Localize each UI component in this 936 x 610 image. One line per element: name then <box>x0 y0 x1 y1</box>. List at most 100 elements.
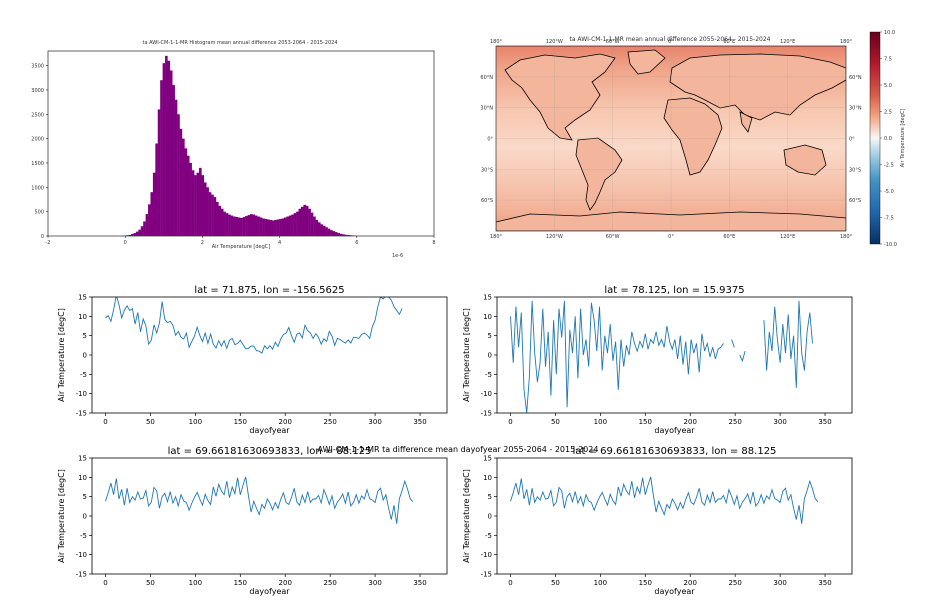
y-tick-label: 0 <box>488 352 492 360</box>
y-tick-label: -5 <box>485 371 492 379</box>
histogram-bar <box>211 194 214 236</box>
x-tick-label: 300 <box>368 418 381 426</box>
histogram-bar <box>334 232 338 236</box>
x-tick-label: 150 <box>234 579 247 587</box>
panel-title: lat = 69.66181630693833, lon = 88.125 <box>573 446 777 457</box>
map-lon-label-top: 60°E <box>723 39 735 45</box>
colorbar-tick-label: 2.5 <box>884 110 892 116</box>
histogram-bar <box>208 192 212 236</box>
histogram-x-tick-label: 0 <box>124 240 127 246</box>
histogram-bar <box>230 215 234 236</box>
y-tick-label: -15 <box>76 571 87 579</box>
histogram-title: ta AWI-CM-1-1-MR Histogram mean annual d… <box>142 40 337 46</box>
x-tick-label: 200 <box>279 579 292 587</box>
histogram-bar <box>133 233 137 236</box>
histogram-bar <box>288 215 292 236</box>
map-lat-label-left: 30°S <box>481 167 493 173</box>
map-colorbar-ticks: 10.0 7.5 5.0 2.5 0.0 -2.5 -5.0 -7.5 -10.0 <box>880 30 897 248</box>
histogram-bar <box>213 197 217 236</box>
india-outline <box>739 111 753 133</box>
map-lat-ticks-right: 60°N 30°N 0° 30°S 60°S <box>849 75 862 204</box>
map-lat-label-right: 0° <box>849 137 855 143</box>
temperature-series-line <box>510 476 819 524</box>
y-tick-label: -15 <box>481 571 492 579</box>
x-tick-label: 150 <box>639 579 652 587</box>
histogram-bar <box>291 214 294 236</box>
histogram-bar <box>325 227 328 236</box>
map-lat-label-right: 60°N <box>849 75 862 81</box>
y-tick-label: 15 <box>483 294 492 302</box>
colorbar-tick-label: -7.5 <box>884 216 894 222</box>
histogram-bar <box>279 218 282 236</box>
histogram-bar <box>179 128 183 236</box>
histogram-bar <box>157 109 161 236</box>
histogram-bar <box>237 217 241 236</box>
map-lat-label-left: 60°S <box>481 198 493 204</box>
histogram-x-tick-label: -2 <box>46 240 51 246</box>
y-tick-label: -10 <box>76 390 87 398</box>
map-lon-label-top: 120°E <box>780 39 795 45</box>
histogram-xlabel: Air Temperature [degC] <box>212 244 271 250</box>
y-tick-label: 15 <box>78 294 87 302</box>
map-lon-label-bottom: 0° <box>668 234 674 240</box>
histogram-y-tick-label: 500 <box>34 210 44 216</box>
histogram-bar <box>140 226 144 236</box>
y-axis-label: Air Temperature [degC] <box>462 308 471 402</box>
histogram-bar <box>317 222 321 236</box>
histogram-bar <box>155 143 158 236</box>
y-tick-label: 0 <box>83 513 87 521</box>
y-tick-label: -15 <box>481 410 492 418</box>
map-colorbar-label: Air Temperature [degC] <box>900 109 906 168</box>
histogram-x-tick-label: 6 <box>355 240 358 246</box>
histogram-bar <box>276 219 280 236</box>
histogram-bar <box>305 205 309 236</box>
colorbar-tick-label: 5.0 <box>884 83 892 89</box>
colorbar-tick-label: -5.0 <box>884 189 894 195</box>
histogram-bar <box>240 217 243 236</box>
histogram-bar <box>216 201 219 236</box>
histogram-bar <box>286 216 290 236</box>
histogram-bar <box>315 219 319 236</box>
histogram-bar <box>201 175 205 236</box>
histogram-bar <box>143 221 146 236</box>
histogram-bar <box>247 215 251 236</box>
histogram-x-ticks: -2 0 2 4 6 8 <box>46 236 436 246</box>
y-tick-label: 5 <box>83 493 87 501</box>
map-lon-label-bottom: 60°W <box>606 234 620 240</box>
histogram-bar <box>308 208 311 236</box>
x-axis-label: dayofyear <box>249 587 290 596</box>
y-tick-label: 5 <box>83 332 87 340</box>
histogram-bar <box>303 204 307 236</box>
y-tick-label: 5 <box>488 493 492 501</box>
x-tick-label: 250 <box>728 579 741 587</box>
x-tick-label: 300 <box>773 418 786 426</box>
panel-title: lat = 71.875, lon = -156.5625 <box>194 285 344 296</box>
map-lon-ticks-bottom: 180° 120°W 60°W 0° 60°E 120°E 180° <box>490 234 853 240</box>
y-tick-label: 10 <box>483 313 492 321</box>
histogram-bar <box>150 192 154 236</box>
histogram-bar <box>254 215 258 236</box>
histogram-bar <box>245 216 248 236</box>
histogram-bar <box>242 217 246 236</box>
histogram-bar <box>281 218 285 236</box>
histogram-bar <box>203 182 207 236</box>
histogram-bar <box>184 148 188 236</box>
y-tick-label: 5 <box>488 332 492 340</box>
y-axis-label: Air Temperature [degC] <box>57 308 66 402</box>
x-axis-label: dayofyear <box>654 587 695 596</box>
x-tick-label: 0 <box>103 579 107 587</box>
x-tick-label: 250 <box>323 579 336 587</box>
x-tick-label: 350 <box>818 418 831 426</box>
x-tick-label: 50 <box>551 418 560 426</box>
histogram-axes <box>47 50 435 237</box>
colorbar-tick-label: 7.5 <box>884 57 892 63</box>
x-tick-label: 50 <box>551 579 560 587</box>
histogram-bar <box>271 220 275 236</box>
histogram-x-tick-label: 4 <box>278 240 281 246</box>
y-tick-label: 15 <box>483 455 492 463</box>
histogram-bar <box>349 235 353 236</box>
africa-outline <box>663 97 723 176</box>
